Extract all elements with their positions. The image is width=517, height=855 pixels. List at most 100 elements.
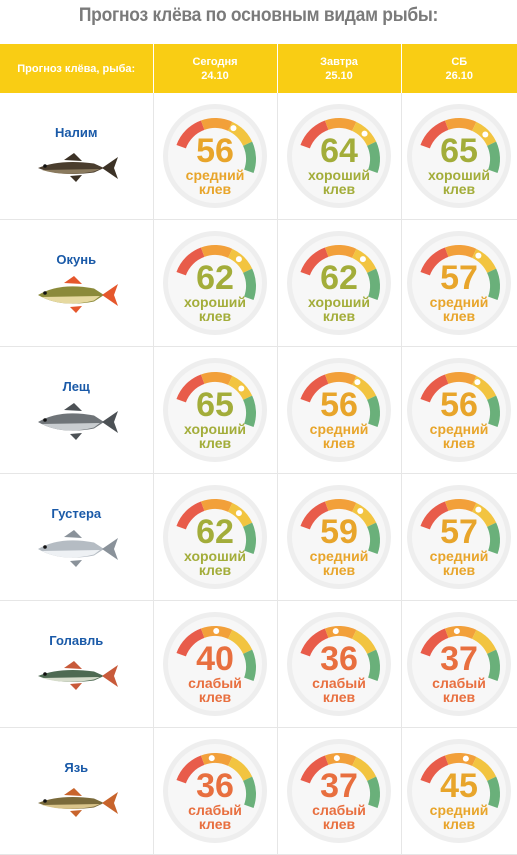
bite-score-value: 56 xyxy=(440,386,478,424)
fish-row: Густера 62 хороший клев 59 средний клев 57 средн… xyxy=(0,473,517,601)
bite-score-value: 62 xyxy=(196,513,234,551)
bite-rating-label: клев xyxy=(199,435,232,451)
bite-rating-label: клев xyxy=(323,435,356,451)
bite-rating-label: хороший xyxy=(428,167,490,183)
forecast-cell: 36 слабый клев xyxy=(277,600,402,728)
bite-rating-label: средний xyxy=(310,548,369,564)
day-header-today: Сегодня 24.10 xyxy=(153,44,278,93)
bite-score-value: 65 xyxy=(440,132,478,170)
forecast-cell: 64 хороший клев xyxy=(277,93,402,220)
forecast-cell: 62 хороший клев xyxy=(153,219,278,347)
bite-score-value: 56 xyxy=(320,386,358,424)
bite-rating-label: клев xyxy=(199,181,232,197)
bite-rating-label: слабый xyxy=(188,802,242,818)
forecast-cell: 56 средний клев xyxy=(277,346,402,474)
bite-score-value: 62 xyxy=(320,259,358,297)
bite-rating-label: клев xyxy=(199,308,232,324)
day-name: СБ xyxy=(451,55,468,68)
silver-bream-fish-icon xyxy=(38,529,119,567)
fish-cell: Налим xyxy=(0,93,154,220)
bite-score-value: 62 xyxy=(196,259,234,297)
bite-rating-label: клев xyxy=(443,816,476,832)
bite-score-value: 64 xyxy=(320,132,358,170)
fish-name: Густера xyxy=(51,505,102,521)
bite-rating-label: средний xyxy=(430,421,489,437)
day-header-saturday: СБ 26.10 xyxy=(401,44,517,93)
bite-rating-label: средний xyxy=(430,548,489,564)
bite-rating-label: слабый xyxy=(432,675,486,691)
bite-score-value: 36 xyxy=(196,767,234,805)
bite-rating-label: хороший xyxy=(308,167,370,183)
forecast-cell: 65 хороший клев xyxy=(153,346,278,474)
bite-score-value: 40 xyxy=(196,640,234,678)
bite-forecast-table: Прогноз клёва, рыба: Сегодня 24.10 Завтр… xyxy=(0,44,517,855)
fish-row: Голавль 40 слабый клев 36 слабый клев 37 слабый к… xyxy=(0,600,517,728)
fish-row: Окунь 62 хороший клев 62 хороший клев 57 средний… xyxy=(0,219,517,347)
bite-rating-label: клев xyxy=(323,562,356,578)
forecast-cell: 62 хороший клев xyxy=(277,219,402,347)
forecast-cell: 65 хороший клев xyxy=(401,93,517,220)
day-name: Сегодня xyxy=(192,55,238,68)
bite-rating-label: средний xyxy=(310,421,369,437)
day-name: Завтра xyxy=(320,55,358,68)
bite-rating-label: клев xyxy=(199,816,232,832)
fish-row: Налим 56 средний клев 64 хороший клев 65 хороший… xyxy=(0,93,517,220)
bite-score-value: 45 xyxy=(440,767,478,805)
bite-rating-label: слабый xyxy=(312,675,366,691)
bite-score-value: 56 xyxy=(196,132,234,170)
bite-rating-label: слабый xyxy=(312,802,366,818)
forecast-cell: 45 средний клев xyxy=(401,727,517,855)
fish-cell: Окунь xyxy=(0,219,154,347)
fish-name: Окунь xyxy=(56,251,97,267)
bite-rating-label: хороший xyxy=(308,294,370,310)
header-row: Прогноз клёва, рыба: Сегодня 24.10 Завтр… xyxy=(0,44,517,93)
forecast-cell: 59 средний клев xyxy=(277,473,402,601)
fish-cell: Лещ xyxy=(0,346,154,474)
fish-row: Язь 36 слабый клев 37 слабый клев 45 средний клев xyxy=(0,727,517,855)
bite-rating-label: клев xyxy=(323,816,356,832)
bite-rating-label: хороший xyxy=(184,548,246,564)
fish-cell: Язь xyxy=(0,727,154,855)
bite-score-value: 37 xyxy=(440,640,478,678)
day-header-tomorrow: Завтра 25.10 xyxy=(277,44,402,93)
bite-rating-label: средний xyxy=(430,802,489,818)
bite-rating-label: средний xyxy=(186,167,245,183)
bite-rating-label: клев xyxy=(443,435,476,451)
forecast-cell: 37 слабый клев xyxy=(277,727,402,855)
bite-rating-label: клев xyxy=(323,308,356,324)
bite-score-value: 57 xyxy=(440,259,478,297)
bite-rating-label: клев xyxy=(323,181,356,197)
forecast-cell: 56 средний клев xyxy=(153,93,278,220)
bite-score-value: 57 xyxy=(440,513,478,551)
fish-cell: Густера xyxy=(0,473,154,601)
bite-rating-label: клев xyxy=(199,562,232,578)
chub-fish-icon xyxy=(38,660,119,690)
bite-rating-label: хороший xyxy=(184,294,246,310)
bite-score-value: 36 xyxy=(320,640,358,678)
forecast-cell: 57 средний клев xyxy=(401,473,517,601)
perch-fish-icon xyxy=(38,275,119,313)
day-date: 24.10 xyxy=(201,69,229,82)
fish-name: Лещ xyxy=(62,378,90,394)
forecast-cell: 57 средний клев xyxy=(401,219,517,347)
bite-rating-label: клев xyxy=(443,562,476,578)
bite-rating-label: хороший xyxy=(184,421,246,437)
bite-score-value: 65 xyxy=(196,386,234,424)
bite-rating-label: клев xyxy=(443,308,476,324)
fish-name: Язь xyxy=(64,759,89,775)
